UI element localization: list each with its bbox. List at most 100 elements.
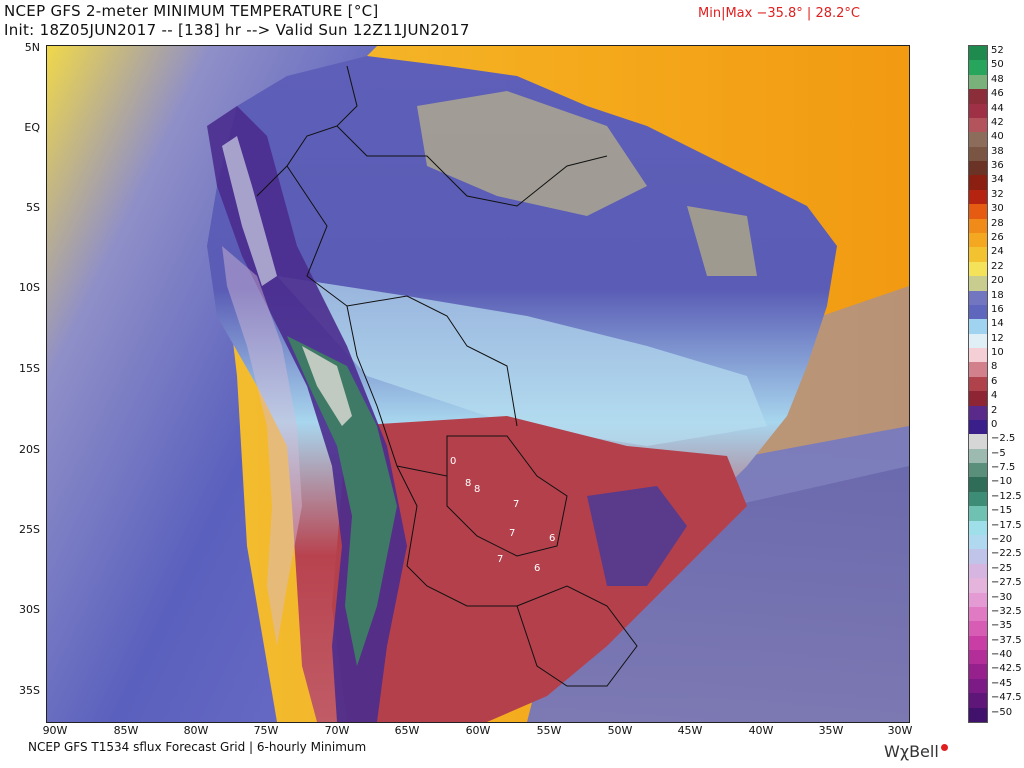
pacific-ocean [47, 46, 377, 722]
colorbar-tick-label: 30 [991, 203, 1004, 215]
colorbar-tick-label: 42 [991, 116, 1004, 128]
map-value-label: 0 [450, 456, 456, 467]
colorbar-tick-label: 24 [991, 246, 1004, 258]
lat-label: EQ [24, 121, 40, 134]
lon-label: 40W [748, 724, 774, 737]
colorbar-swatch [969, 463, 987, 479]
lon-label: 60W [465, 724, 491, 737]
map-value-label: 6 [549, 533, 555, 544]
colorbar-tick-label: −47.5 [991, 692, 1022, 704]
andes-north-highlights [222, 136, 277, 286]
colorbar-swatch [969, 621, 987, 637]
lon-label: 45W [677, 724, 703, 737]
colorbar-tick-label: −37.5 [991, 634, 1022, 646]
pacific-coast-strip [222, 246, 302, 646]
map-value-label: 6 [534, 563, 540, 574]
colorbar-swatch [969, 247, 987, 263]
colorbar-swatch [969, 261, 987, 277]
min-max-readout: Min|Max −35.8° | 28.2°C [698, 6, 860, 21]
colorbar-swatch [969, 549, 987, 565]
colorbar-swatch [969, 535, 987, 550]
map-value-label: 7 [497, 554, 503, 565]
colorbar-tick-label: 36 [991, 160, 1004, 172]
colorbar-tick-label: 44 [991, 102, 1004, 114]
colorbar-tick-label: 46 [991, 88, 1004, 100]
colorbar-swatch [969, 175, 987, 191]
colorbar-swatch [969, 434, 987, 450]
temperature-map: 0 8 8 7 7 6 7 6 [46, 45, 910, 723]
colorbar-swatch [969, 204, 987, 220]
colorbar-tick-label: −27.5 [991, 577, 1022, 589]
colorbar-tick-label: −15 [991, 505, 1013, 517]
colorbar-swatch [969, 146, 987, 162]
colorbar-tick-label: 10 [991, 347, 1004, 359]
colorbar-swatch [969, 319, 987, 335]
colorbar-tick-label: −5 [991, 447, 1006, 459]
colorbar-tick-label: 48 [991, 73, 1004, 85]
colorbar-swatch [969, 117, 987, 133]
lon-label: 30W [887, 724, 913, 737]
colorbar-swatch [969, 707, 987, 722]
colorbar-tick-label: −45 [991, 677, 1013, 689]
colorbar-tick-label: −10 [991, 476, 1013, 488]
colorbar-swatch [969, 578, 987, 594]
colorbar-tick-label: −32.5 [991, 605, 1022, 617]
colorbar-tick-label: 8 [991, 361, 998, 373]
brand-name: WχBell [884, 742, 939, 761]
colorbar-tick-label: −12.5 [991, 490, 1022, 502]
colorbar-swatch [969, 678, 987, 694]
colorbar-tick-label: −25 [991, 562, 1013, 574]
southeast-brazil-cold [587, 486, 687, 586]
colorbar-swatch [969, 606, 987, 622]
colorbar-swatch [969, 448, 987, 464]
colorbar-swatch [969, 362, 987, 378]
colorbar-tick-label: −42.5 [991, 663, 1022, 675]
colorbar-swatch [969, 635, 987, 651]
lon-label: 35W [818, 724, 844, 737]
lon-label: 80W [183, 724, 209, 737]
colorbar-swatch [969, 520, 987, 536]
lat-label: 25S [19, 523, 40, 536]
lat-label: 30S [19, 603, 40, 616]
colorbar-swatch [969, 477, 987, 493]
northeast-warm-zone [687, 206, 757, 276]
colorbar-swatch [969, 506, 987, 522]
colorbar-tick-label: 20 [991, 275, 1004, 287]
colorbar-swatch [969, 304, 987, 320]
colorbar-tick-label: −20 [991, 534, 1013, 546]
lat-label: 15S [19, 362, 40, 375]
map-value-label: 7 [509, 528, 515, 539]
colorbar-tick-label: 52 [991, 45, 1004, 56]
lon-label: 75W [253, 724, 279, 737]
colorbar-swatch [969, 650, 987, 666]
colorbar-tick-label: 22 [991, 260, 1004, 272]
colorbar-swatch [969, 218, 987, 234]
colorbar-tick-label: −22.5 [991, 548, 1022, 560]
lon-label: 55W [536, 724, 562, 737]
lat-label: 35S [19, 684, 40, 697]
lon-label: 70W [324, 724, 350, 737]
data-source-footer: NCEP GFS T1534 sflux Forecast Grid | 6-h… [28, 740, 367, 754]
colorbar-tick-label: −30 [991, 591, 1013, 603]
colorbar-tick-label: 18 [991, 289, 1004, 301]
colorbar-swatch [969, 189, 987, 205]
altiplano-white-zone [302, 346, 352, 426]
colorbar-tick-label: 2 [991, 404, 998, 416]
andes-teal-zone [287, 336, 397, 666]
colorbar-tick-label: 26 [991, 231, 1004, 243]
colorbar-swatch [969, 74, 987, 90]
colorbar-tick-label: 32 [991, 188, 1004, 200]
lon-label: 65W [394, 724, 420, 737]
colorbar-swatch [969, 46, 987, 61]
colorbar-swatch [969, 491, 987, 507]
lat-label: 20S [19, 443, 40, 456]
colorbar-swatch [969, 419, 987, 435]
map-value-label: 7 [513, 499, 519, 510]
colorbar-tick-label: 0 [991, 418, 998, 430]
colorbar-swatch [969, 232, 987, 248]
map-value-label: 8 [465, 478, 471, 489]
brand-dot-icon [940, 744, 948, 751]
colorbar-tick-label: 40 [991, 131, 1004, 143]
colorbar-swatch [969, 103, 987, 119]
colorbar-tick-label: 38 [991, 145, 1004, 157]
